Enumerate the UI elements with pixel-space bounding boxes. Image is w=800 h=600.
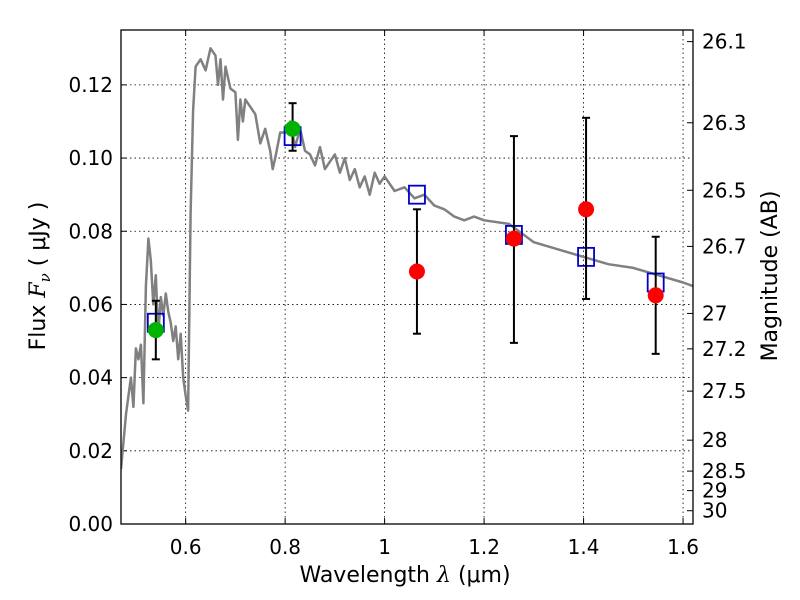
y2-tick-label: 28 (702, 428, 727, 452)
spectrum-line (121, 47, 693, 470)
y2-tick-label: 30 (702, 499, 727, 523)
data-point-marker (578, 201, 595, 218)
y2-tick-label: 26.7 (702, 234, 747, 258)
data-point-marker (647, 287, 664, 304)
data-point-marker (147, 322, 164, 339)
data-point-marker (284, 120, 301, 137)
data-point-marker (505, 230, 522, 247)
y2-axis-label: Magnitude (AB) (758, 191, 783, 362)
y-axis-label: Flux Fν ( μJy ) (26, 202, 56, 351)
x-tick-label: 1.4 (568, 535, 600, 559)
x-axis-label: Wavelength λ (μm) (299, 563, 510, 588)
x-tick-label: 0.6 (170, 535, 202, 559)
y2-tick-label: 27.5 (702, 379, 747, 403)
x-tick-label: 1 (378, 535, 391, 559)
model-square-marker (408, 184, 426, 205)
y2-tick-label: 27 (702, 301, 727, 325)
y-tick-label: 0.08 (68, 219, 113, 243)
grid-lines (121, 30, 693, 524)
y-tick-label: 0.06 (68, 292, 113, 316)
y-tick-label: 0.12 (68, 73, 113, 97)
y2-tick-label: 26.1 (702, 30, 747, 54)
y2-tick-label: 28.5 (702, 459, 747, 483)
x-tick-label: 1.2 (468, 535, 500, 559)
y2-tick-label: 27.2 (702, 337, 747, 361)
y-tick-label: 0.10 (68, 146, 113, 170)
x-tick-label: 0.8 (269, 535, 301, 559)
y2-tick-label: 26.3 (702, 111, 747, 135)
y-tick-label: 0.02 (68, 439, 113, 463)
plot-frame (120, 29, 694, 525)
data-point-marker (408, 263, 425, 280)
y-tick-label: 0.00 (68, 512, 113, 536)
x-tick-label: 1.6 (667, 535, 699, 559)
y-tick-label: 0.04 (68, 366, 113, 390)
axis-ticks: 0.6 0.8 1 1.2 1.4 1.6 0.00 0.02 0.04 0.06 0.08 0.10… (68, 30, 746, 559)
y2-tick-label: 26.5 (702, 178, 747, 202)
y2-tick-label: 29 (702, 479, 727, 503)
plot-area (121, 47, 693, 470)
